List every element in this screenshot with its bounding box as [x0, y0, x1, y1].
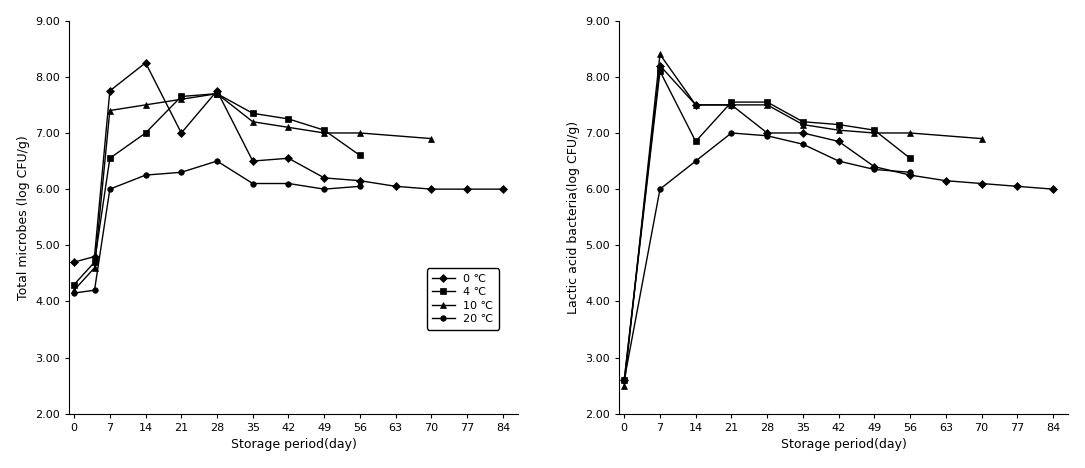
0 ℃: [318, 175, 331, 181]
Line: 10 ℃: 10 ℃: [622, 51, 984, 388]
10 ℃: [246, 119, 259, 124]
4 ℃: [725, 99, 738, 105]
10 ℃: [210, 91, 224, 96]
0 ℃: [103, 88, 116, 94]
0 ℃: [175, 130, 188, 136]
0 ℃: [425, 186, 438, 192]
20 ℃: [689, 158, 702, 164]
0 ℃: [761, 130, 774, 136]
X-axis label: Storage period(day): Storage period(day): [781, 439, 907, 451]
20 ℃: [282, 181, 295, 186]
10 ℃: [689, 102, 702, 108]
10 ℃: [67, 287, 80, 293]
20 ℃: [175, 169, 188, 175]
0 ℃: [282, 155, 295, 161]
10 ℃: [761, 102, 774, 108]
4 ℃: [210, 91, 224, 96]
0 ℃: [617, 377, 630, 383]
4 ℃: [354, 153, 367, 158]
20 ℃: [796, 141, 809, 147]
Line: 0 ℃: 0 ℃: [622, 63, 1056, 383]
4 ℃: [689, 139, 702, 144]
4 ℃: [88, 259, 101, 265]
10 ℃: [175, 96, 188, 102]
0 ℃: [67, 259, 80, 265]
4 ℃: [832, 122, 845, 127]
4 ℃: [246, 110, 259, 116]
4 ℃: [103, 155, 116, 161]
20 ℃: [103, 186, 116, 192]
Y-axis label: Lactic acid bacteria(log CFU/g): Lactic acid bacteria(log CFU/g): [566, 121, 579, 314]
Line: 0 ℃: 0 ℃: [72, 60, 506, 265]
Line: 20 ℃: 20 ℃: [622, 130, 912, 383]
0 ℃: [1011, 183, 1024, 189]
0 ℃: [246, 158, 259, 164]
0 ℃: [88, 254, 101, 259]
0 ℃: [354, 178, 367, 183]
10 ℃: [796, 122, 809, 127]
0 ℃: [940, 178, 953, 183]
20 ℃: [67, 290, 80, 296]
20 ℃: [354, 183, 367, 189]
Legend: 0 ℃, 4 ℃, 10 ℃, 20 ℃: 0 ℃, 4 ℃, 10 ℃, 20 ℃: [426, 269, 499, 329]
0 ℃: [210, 88, 224, 94]
10 ℃: [139, 102, 152, 108]
10 ℃: [103, 108, 116, 113]
10 ℃: [725, 102, 738, 108]
4 ℃: [904, 155, 917, 161]
10 ℃: [868, 130, 881, 136]
0 ℃: [904, 172, 917, 178]
10 ℃: [318, 130, 331, 136]
4 ℃: [67, 282, 80, 287]
4 ℃: [282, 116, 295, 122]
4 ℃: [318, 127, 331, 133]
20 ℃: [653, 186, 666, 192]
0 ℃: [832, 139, 845, 144]
Line: 20 ℃: 20 ℃: [72, 158, 362, 296]
20 ℃: [761, 133, 774, 139]
Line: 4 ℃: 4 ℃: [622, 68, 912, 383]
0 ℃: [139, 60, 152, 66]
10 ℃: [425, 136, 438, 141]
20 ℃: [617, 377, 630, 383]
4 ℃: [761, 99, 774, 105]
Line: 10 ℃: 10 ℃: [72, 91, 434, 293]
0 ℃: [1047, 186, 1060, 192]
20 ℃: [139, 172, 152, 178]
20 ℃: [868, 167, 881, 172]
Y-axis label: Total microbes (log CFU/g): Total microbes (log CFU/g): [16, 135, 29, 300]
0 ℃: [868, 164, 881, 169]
20 ℃: [210, 158, 224, 164]
0 ℃: [461, 186, 474, 192]
20 ℃: [88, 287, 101, 293]
20 ℃: [904, 169, 917, 175]
10 ℃: [653, 51, 666, 57]
0 ℃: [725, 102, 738, 108]
10 ℃: [88, 265, 101, 271]
4 ℃: [139, 130, 152, 136]
4 ℃: [617, 377, 630, 383]
0 ℃: [975, 181, 988, 186]
4 ℃: [653, 68, 666, 74]
0 ℃: [390, 183, 403, 189]
4 ℃: [868, 127, 881, 133]
0 ℃: [653, 63, 666, 68]
20 ℃: [246, 181, 259, 186]
10 ℃: [617, 383, 630, 388]
10 ℃: [975, 136, 988, 141]
20 ℃: [725, 130, 738, 136]
0 ℃: [796, 130, 809, 136]
10 ℃: [282, 124, 295, 130]
10 ℃: [354, 130, 367, 136]
10 ℃: [832, 127, 845, 133]
10 ℃: [904, 130, 917, 136]
20 ℃: [832, 158, 845, 164]
0 ℃: [689, 102, 702, 108]
Line: 4 ℃: 4 ℃: [72, 91, 362, 287]
0 ℃: [496, 186, 509, 192]
X-axis label: Storage period(day): Storage period(day): [231, 439, 357, 451]
4 ℃: [796, 119, 809, 124]
20 ℃: [318, 186, 331, 192]
4 ℃: [175, 94, 188, 99]
